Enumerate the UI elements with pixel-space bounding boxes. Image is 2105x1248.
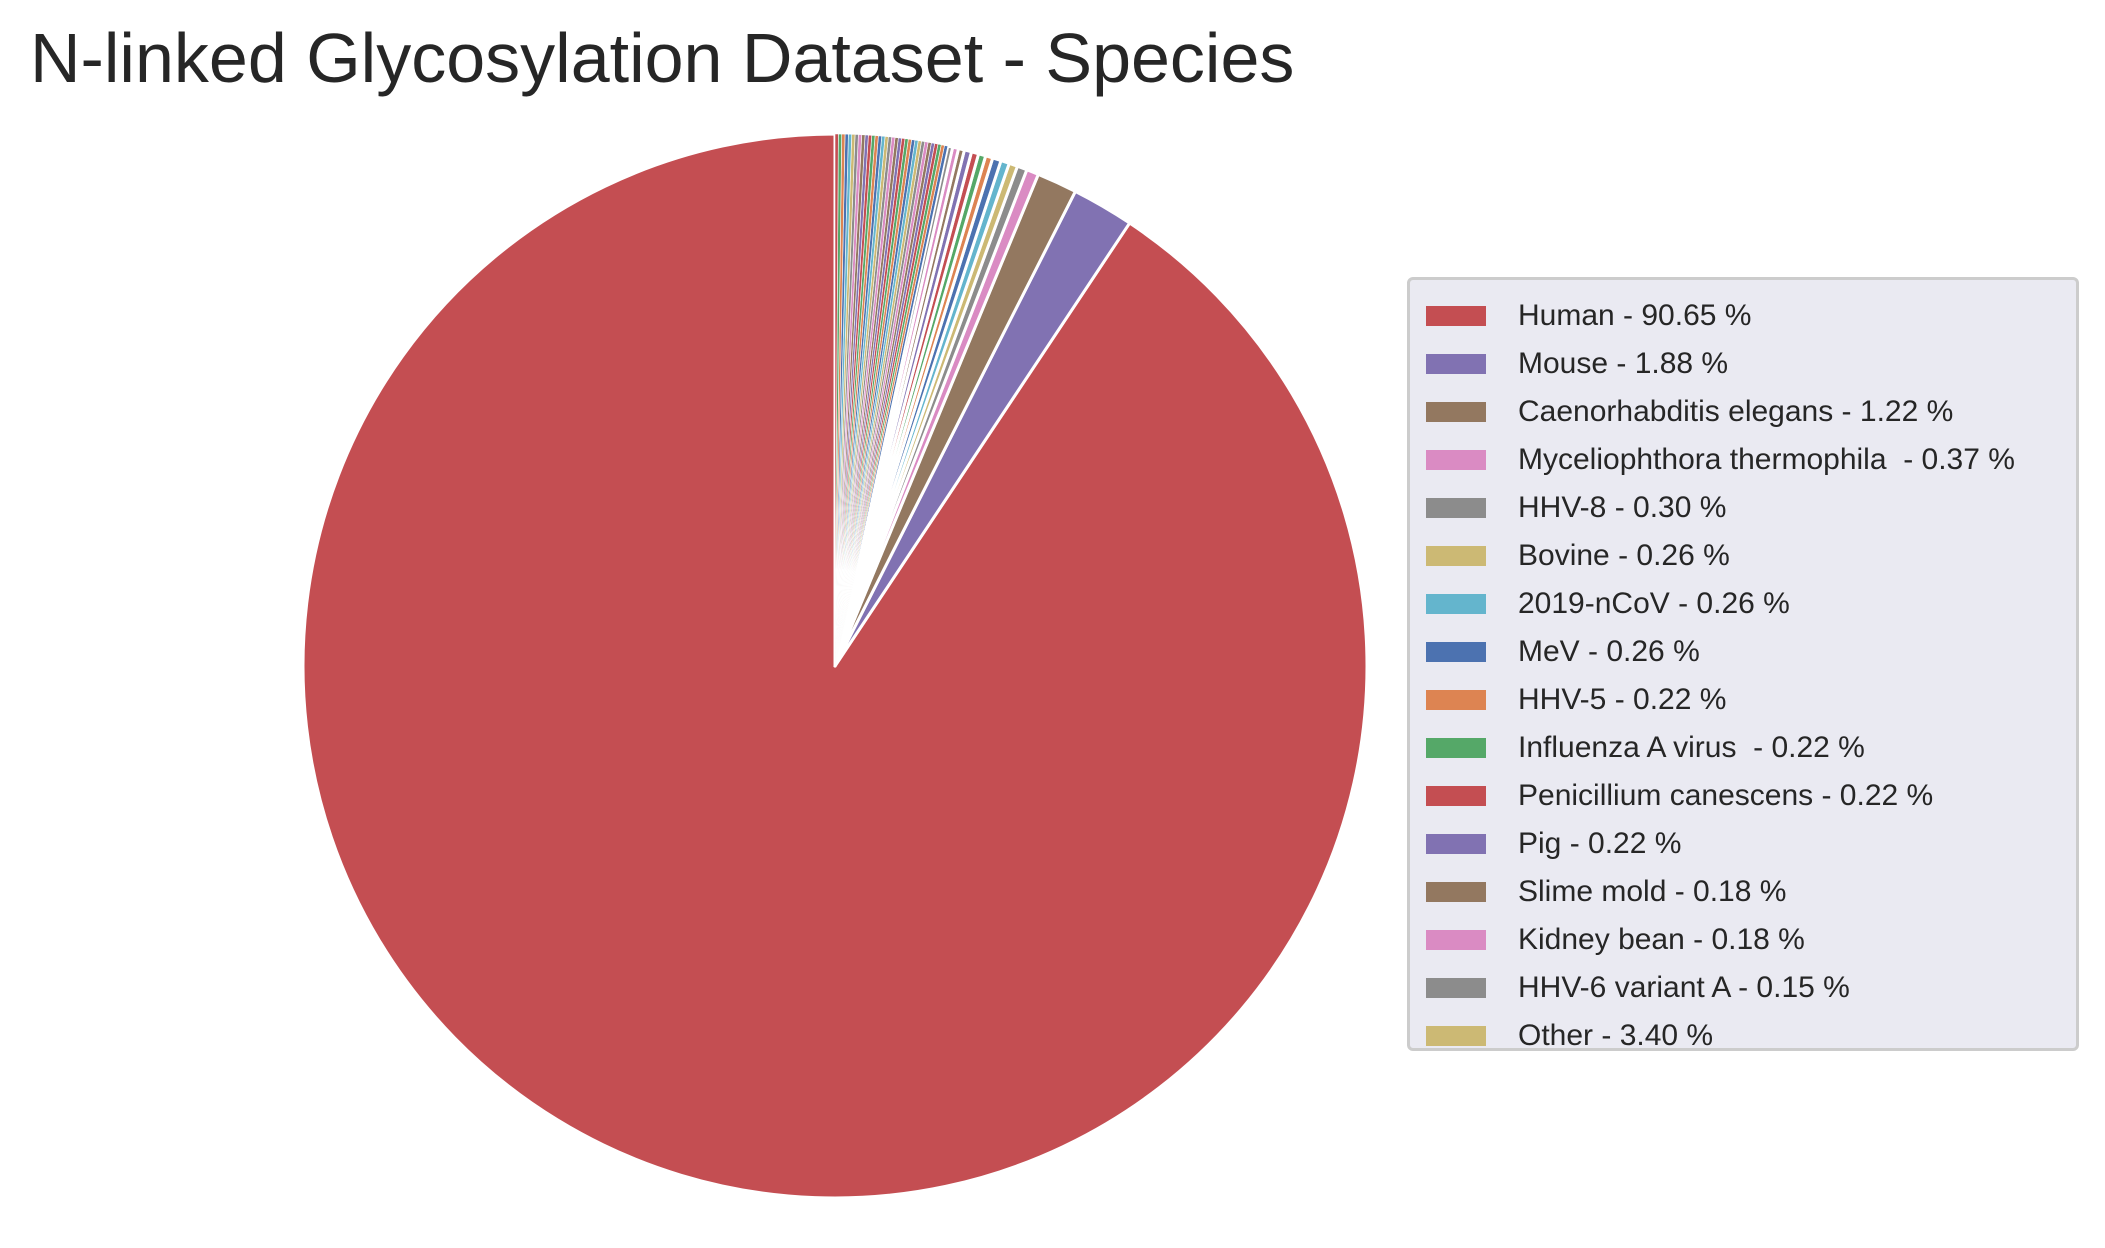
legend-item: Pig - 0.22 % bbox=[1424, 820, 2076, 868]
legend-item: Mouse - 1.88 % bbox=[1424, 340, 2076, 388]
legend-label: Slime mold - 0.18 % bbox=[1518, 875, 1787, 908]
legend-item: 2019-nCoV - 0.26 % bbox=[1424, 580, 2076, 628]
legend-item: Penicillium canescens - 0.22 % bbox=[1424, 772, 2076, 820]
legend-item: Slime mold - 0.18 % bbox=[1424, 868, 2076, 916]
legend-item: HHV-5 - 0.22 % bbox=[1424, 676, 2076, 724]
legend-label: MeV - 0.26 % bbox=[1518, 635, 1700, 668]
legend-label: Other - 3.40 % bbox=[1518, 1019, 1714, 1052]
legend-swatch bbox=[1426, 642, 1486, 662]
legend-item: MeV - 0.26 % bbox=[1424, 628, 2076, 676]
legend-swatch bbox=[1426, 402, 1486, 422]
legend-item: Myceliophthora thermophila - 0.37 % bbox=[1424, 436, 2076, 484]
legend-item: Bovine - 0.26 % bbox=[1424, 532, 2076, 580]
legend-swatch bbox=[1426, 834, 1486, 854]
legend-swatch bbox=[1426, 930, 1486, 950]
legend-label: Influenza A virus - 0.22 % bbox=[1518, 731, 1865, 764]
legend: Human - 90.65 % Mouse - 1.88 % Caenorhabdi… bbox=[1407, 277, 2079, 1052]
legend-item: Human - 90.65 % bbox=[1424, 292, 2076, 340]
legend-label: HHV-8 - 0.30 % bbox=[1518, 491, 1727, 524]
legend-label: HHV-5 - 0.22 % bbox=[1518, 683, 1727, 716]
legend-swatch bbox=[1426, 978, 1486, 998]
chart-title: N-linked Glycosylation Dataset - Species bbox=[30, 19, 1295, 97]
legend-label: Myceliophthora thermophila - 0.37 % bbox=[1518, 443, 2015, 476]
legend-label: Kidney bean - 0.18 % bbox=[1518, 923, 1805, 956]
legend-swatch bbox=[1426, 306, 1486, 326]
legend-label: Mouse - 1.88 % bbox=[1518, 347, 1729, 380]
legend-swatch bbox=[1426, 786, 1486, 806]
legend-item: Caenorhabditis elegans - 1.22 % bbox=[1424, 388, 2076, 436]
legend-label: Bovine - 0.26 % bbox=[1518, 539, 1730, 572]
legend-swatch bbox=[1426, 594, 1486, 614]
legend-item: HHV-8 - 0.30 % bbox=[1424, 484, 2076, 532]
legend-label: Penicillium canescens - 0.22 % bbox=[1518, 779, 1934, 812]
legend-swatch bbox=[1426, 450, 1486, 470]
legend-swatch bbox=[1426, 738, 1486, 758]
legend-swatch bbox=[1426, 498, 1486, 518]
legend-item: Kidney bean - 0.18 % bbox=[1424, 916, 2076, 964]
legend-swatch bbox=[1426, 546, 1486, 566]
legend-swatch bbox=[1426, 690, 1486, 710]
legend-label: Human - 90.65 % bbox=[1518, 299, 1752, 332]
pie-slice-other-part bbox=[834, 133, 839, 667]
legend-item: Other - 3.40 % bbox=[1424, 1012, 2076, 1060]
legend-label: Pig - 0.22 % bbox=[1518, 827, 1682, 860]
legend-label: HHV-6 variant A - 0.15 % bbox=[1518, 971, 1850, 1004]
legend-label: Caenorhabditis elegans - 1.22 % bbox=[1518, 395, 1954, 428]
legend-swatch bbox=[1426, 882, 1486, 902]
legend-item: HHV-6 variant A - 0.15 % bbox=[1424, 964, 2076, 1012]
legend-label: 2019-nCoV - 0.26 % bbox=[1518, 587, 1790, 620]
legend-swatch bbox=[1426, 354, 1486, 374]
legend-item: Influenza A virus - 0.22 % bbox=[1424, 724, 2076, 772]
legend-swatch bbox=[1426, 1026, 1486, 1046]
